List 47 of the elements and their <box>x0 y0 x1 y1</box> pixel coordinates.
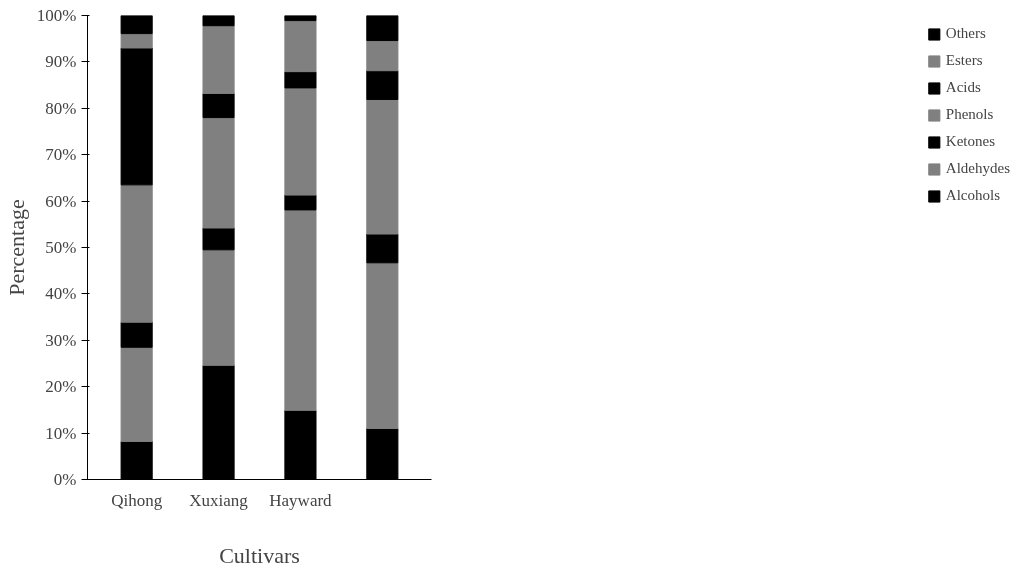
y-tick-label: 10% <box>45 423 77 443</box>
bar <box>284 87 317 196</box>
bar <box>366 15 399 42</box>
bar <box>120 321 153 348</box>
y-tick-label: 40% <box>45 284 77 304</box>
legend-label: Aldehydes <box>945 160 1010 177</box>
bar <box>366 40 399 72</box>
x-axis-title: Cultivars <box>219 542 300 568</box>
y-tick-label: 0% <box>53 470 77 489</box>
y-tick-label: 90% <box>45 52 77 72</box>
bar <box>202 117 235 229</box>
y-tick-label: 60% <box>45 191 77 211</box>
bar <box>366 70 399 100</box>
legend-label: Phenols <box>945 106 994 123</box>
y-tick-label: 50% <box>45 238 77 257</box>
bar <box>120 15 153 35</box>
y-tick-label: 80% <box>45 98 77 118</box>
y-tick-label: 20% <box>45 377 77 397</box>
bar <box>366 262 399 429</box>
bar <box>284 20 317 73</box>
bar <box>284 194 317 211</box>
bar <box>284 15 317 22</box>
y-tick-label: 70% <box>45 145 77 165</box>
bar <box>202 249 235 366</box>
bar <box>120 33 153 49</box>
x-tick-label: Hayward <box>269 490 333 510</box>
legend-label: Alcohols <box>945 187 1001 204</box>
x-tick-label: Xuxiang <box>189 490 249 510</box>
bar <box>202 92 235 119</box>
bar <box>202 227 235 251</box>
bar <box>366 233 399 264</box>
bar <box>120 47 153 186</box>
y-axis-title: Percentage <box>3 199 29 296</box>
bar <box>202 25 235 94</box>
legend-label: Ketones <box>945 133 995 150</box>
bar <box>284 71 317 89</box>
x-tick-label: Qihong <box>111 490 163 510</box>
bar <box>366 98 399 235</box>
bar <box>284 209 317 411</box>
legend-label: Esters <box>945 52 983 69</box>
y-tick-label: 30% <box>45 330 77 350</box>
y-tick-label: 100% <box>36 6 77 25</box>
bar <box>120 346 153 442</box>
bar <box>202 15 235 27</box>
bar <box>120 184 153 323</box>
legend-label: Others <box>945 25 986 42</box>
legend-label: Acids <box>945 79 981 96</box>
